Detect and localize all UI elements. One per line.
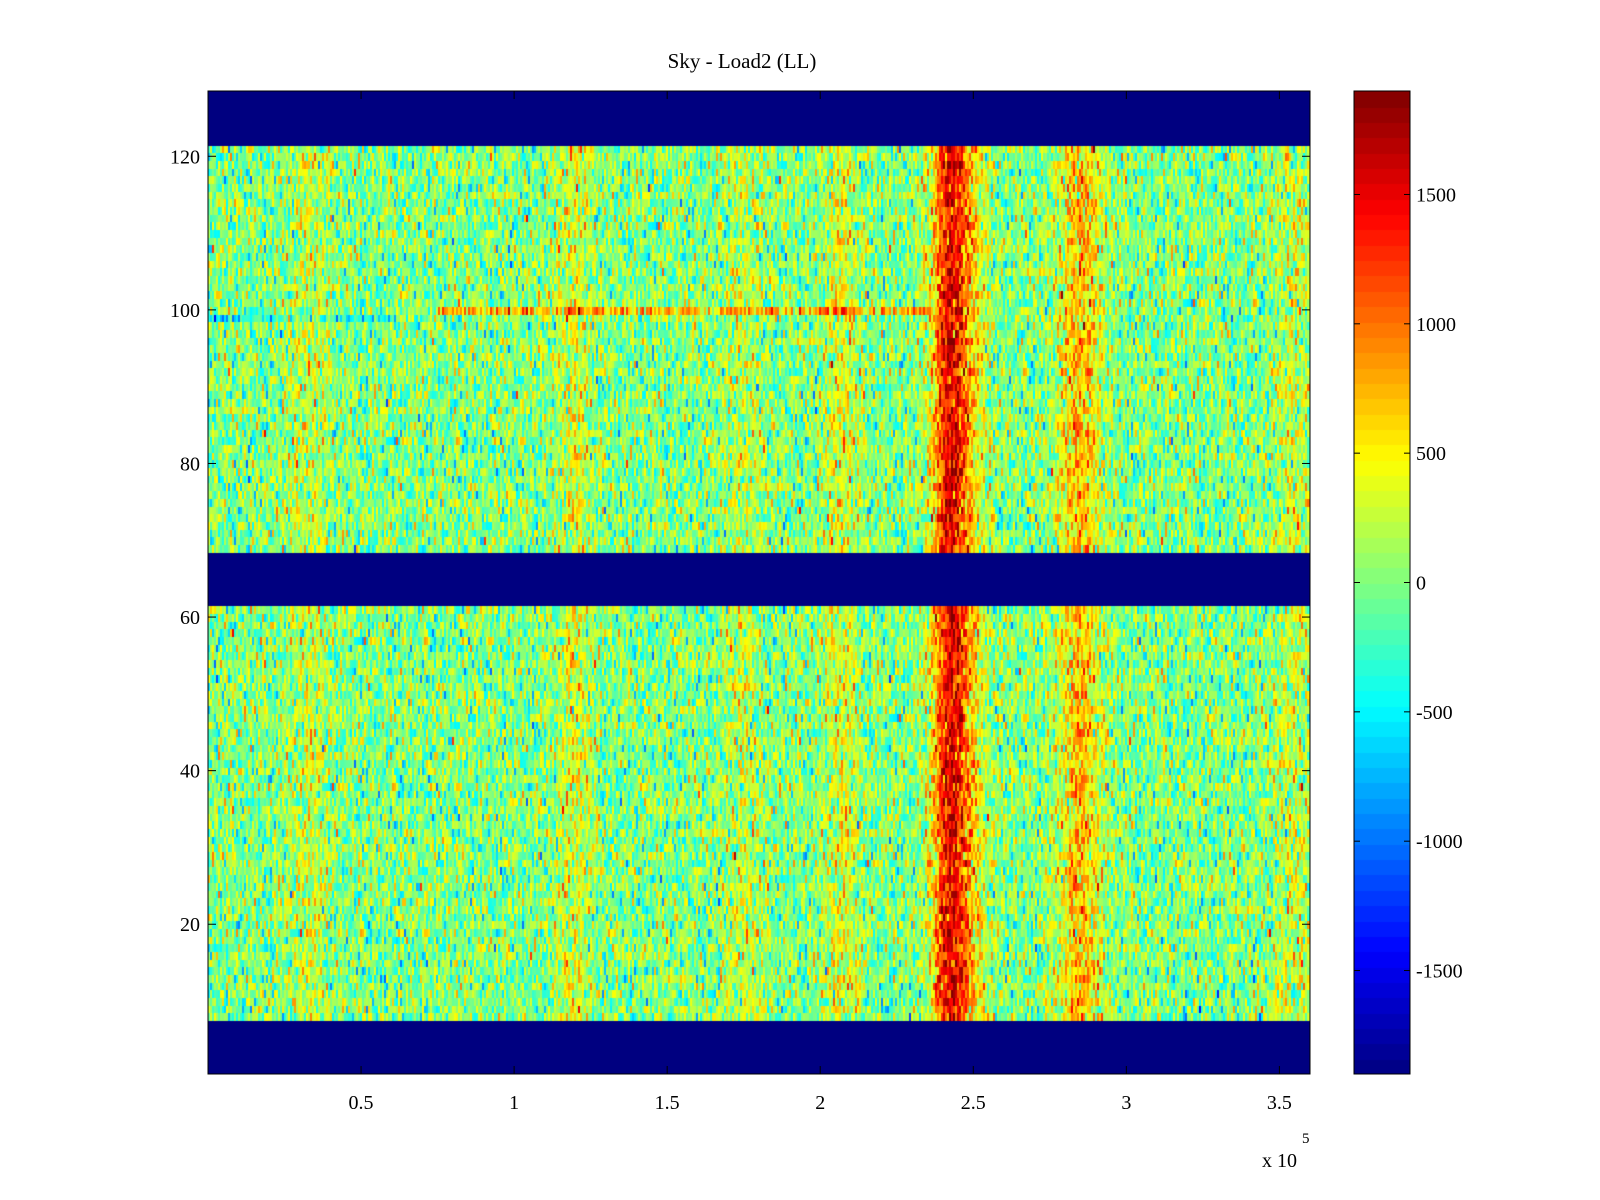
- colorbar-tick-label: -1500: [1416, 961, 1463, 983]
- x-exponent-label: x 10: [1262, 1150, 1297, 1172]
- chart-title: Sky - Load2 (LL): [668, 49, 817, 73]
- colorbar: 1500 1000 500 0 -500 -1000 -1500: [1353, 90, 1463, 1075]
- x-tick-label: 2: [815, 1092, 825, 1114]
- x-tick-label: 0.5: [349, 1092, 374, 1114]
- y-tick-label: 20: [180, 914, 200, 936]
- x-tick-label: 1: [509, 1092, 519, 1114]
- x-tick-label: 1.5: [655, 1092, 680, 1114]
- x-tick-label: 3: [1121, 1092, 1131, 1114]
- colorbar-tick-label: 500: [1416, 443, 1446, 465]
- y-tick-label: 80: [180, 453, 200, 475]
- x-exponent-power: 5: [1302, 1131, 1310, 1147]
- x-tick-label: 2.5: [961, 1092, 986, 1114]
- colorbar-tick-label: 1500: [1416, 184, 1456, 206]
- colorbar-tick-label: 1000: [1416, 314, 1456, 336]
- heatmap-area: [207, 90, 1311, 1075]
- plot-frame: [207, 90, 1311, 1075]
- y-tick-label: 60: [180, 607, 200, 629]
- y-axis: 20 40 60 80 100 120: [170, 146, 1310, 936]
- y-tick-label: 120: [170, 146, 200, 168]
- colorbar-axis: 1500 1000 500 0 -500 -1000 -1500: [1354, 184, 1463, 983]
- x-axis: 0.5 1 1.5 2 2.5 3 3.5: [349, 91, 1292, 1114]
- y-tick-label: 40: [180, 761, 200, 783]
- colorbar-tick-label: -500: [1416, 702, 1453, 724]
- colorbar-tick-label: 0: [1416, 573, 1426, 595]
- x-tick-label: 3.5: [1267, 1092, 1292, 1114]
- colorbar-tick-label: -1000: [1416, 831, 1463, 853]
- y-tick-label: 100: [170, 300, 200, 322]
